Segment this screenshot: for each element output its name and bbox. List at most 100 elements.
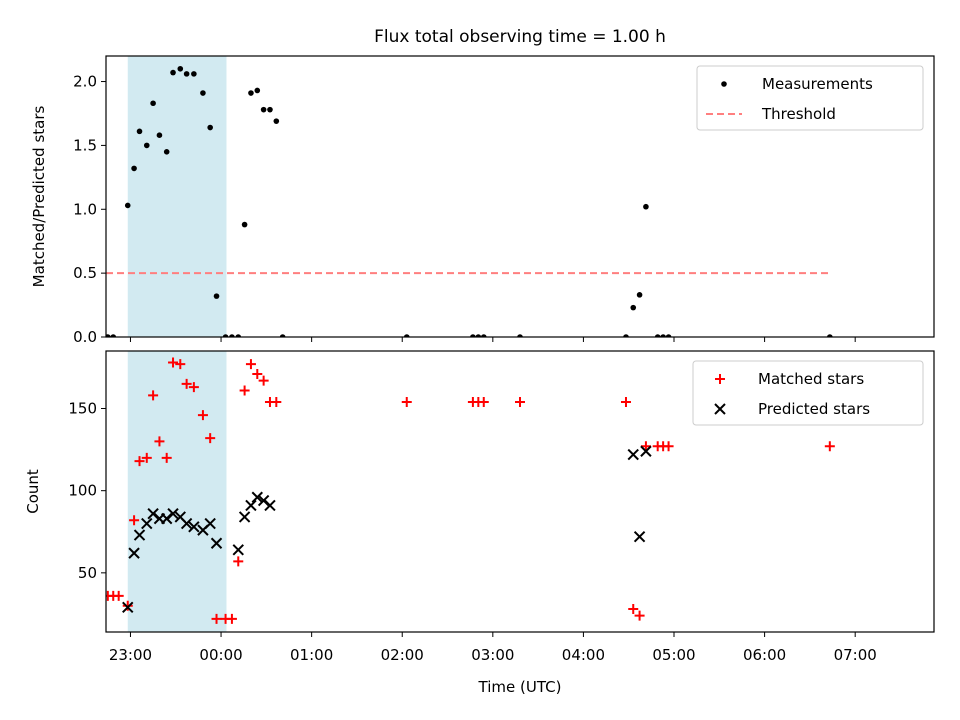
y-axis-label: Count bbox=[24, 469, 42, 514]
measurement-point bbox=[170, 69, 176, 76]
x-tick-label: 05:00 bbox=[652, 646, 695, 664]
predicted-star-point bbox=[122, 601, 134, 614]
y-tick-label: 0.0 bbox=[73, 328, 97, 346]
measurement-point bbox=[143, 142, 150, 149]
matched-star-point bbox=[233, 556, 244, 567]
legend-dot-swatch bbox=[721, 81, 727, 87]
matched-star-point bbox=[113, 590, 124, 601]
x-tick-label: 00:00 bbox=[199, 646, 242, 664]
measurement-point bbox=[110, 334, 117, 337]
measurement-point bbox=[150, 100, 156, 107]
chart-title: Flux total observing time = 1.00 h bbox=[374, 27, 666, 47]
measurement-point bbox=[222, 334, 229, 337]
matched-star-point bbox=[401, 396, 412, 407]
measurement-point bbox=[229, 334, 235, 337]
matched-star-point bbox=[515, 396, 525, 407]
measurement-point bbox=[267, 106, 273, 113]
measurement-point bbox=[177, 65, 184, 72]
predicted-star-point bbox=[167, 507, 179, 520]
legend: Matched stars Predicted stars bbox=[692, 360, 924, 426]
predicted-star-point bbox=[238, 511, 251, 523]
x-tick-label: 04:00 bbox=[562, 646, 605, 664]
matched-star-point bbox=[122, 600, 133, 611]
measurement-point bbox=[643, 203, 649, 210]
measurement-point bbox=[191, 71, 197, 77]
matched-star-point bbox=[197, 410, 208, 421]
predicted-star-point bbox=[264, 499, 276, 512]
matched-star-point bbox=[148, 390, 159, 401]
legend-box bbox=[696, 65, 924, 131]
matched-star-point bbox=[620, 396, 631, 407]
panel-frame bbox=[105, 350, 935, 633]
count-panel: 23:00 00:00 01:00 02:00 03:00 04:00 05:00 06:00… bbox=[24, 350, 935, 664]
measurement-point bbox=[248, 90, 254, 96]
panel-frame bbox=[105, 55, 935, 338]
y-tick-label: 50 bbox=[78, 564, 97, 582]
measurement-point bbox=[241, 221, 248, 228]
measurement-point bbox=[630, 304, 637, 311]
matched-star-point bbox=[663, 441, 674, 452]
legend-label: Matched stars bbox=[758, 370, 864, 388]
matched-star-point bbox=[188, 382, 199, 393]
matched-star-point bbox=[129, 515, 140, 526]
matched-star-point bbox=[824, 441, 835, 452]
matched-star-point bbox=[154, 436, 165, 447]
matched-star-point bbox=[226, 613, 237, 624]
x-axis-label: Time (UTC) bbox=[478, 678, 562, 696]
matched-star-point bbox=[271, 396, 282, 407]
legend: Measurements Threshold bbox=[696, 65, 924, 131]
matched-star-point bbox=[239, 385, 250, 396]
matched-star-point bbox=[258, 375, 269, 386]
measurement-point bbox=[827, 334, 833, 337]
matched-star-point bbox=[640, 441, 651, 452]
matched-star-point bbox=[134, 456, 145, 467]
measurement-point bbox=[403, 334, 410, 337]
ratio-panel: 0.0 0.5 1.0 1.5 2.0 Matched/Predicted stars Me… bbox=[30, 55, 935, 346]
predicted-star-point bbox=[245, 499, 257, 512]
measurement-point bbox=[470, 334, 476, 337]
measurement-point bbox=[260, 106, 267, 113]
predicted-star-point bbox=[232, 544, 244, 556]
matched-star-point bbox=[211, 613, 222, 624]
x-tick-label: 03:00 bbox=[471, 646, 514, 664]
x-tick-label: 07:00 bbox=[834, 646, 877, 664]
legend-label: Predicted stars bbox=[758, 400, 870, 418]
y-axis-label: Matched/Predicted stars bbox=[30, 106, 48, 288]
shaded-interval bbox=[127, 56, 227, 337]
shaded-interval bbox=[127, 351, 227, 632]
measurement-point bbox=[279, 334, 286, 337]
measurement-point bbox=[517, 334, 523, 337]
matched-star-point bbox=[478, 396, 489, 407]
predicted-star-point bbox=[180, 517, 193, 530]
matched-star-point bbox=[161, 452, 172, 463]
measurement-point bbox=[163, 148, 170, 155]
measurement-point bbox=[136, 128, 143, 135]
matched-star-point bbox=[628, 603, 639, 614]
legend-x-swatch bbox=[714, 403, 726, 415]
matched-star-point bbox=[175, 359, 186, 370]
measurement-point bbox=[654, 334, 661, 337]
predicted-star-point bbox=[141, 517, 153, 530]
matched-star-point bbox=[252, 369, 263, 380]
y-tick-label: 2.0 bbox=[73, 73, 97, 91]
matched-star-point bbox=[245, 359, 256, 370]
predicted-star-point bbox=[627, 448, 639, 461]
matched-star-point bbox=[634, 610, 645, 621]
matched-star-point bbox=[181, 378, 192, 389]
predicted-star-point bbox=[251, 491, 263, 503]
y-tick-label: 1.0 bbox=[73, 200, 97, 218]
legend-label: Measurements bbox=[762, 75, 873, 93]
matched-star-point bbox=[141, 452, 152, 463]
measurement-point bbox=[273, 118, 280, 124]
predicted-star-point bbox=[210, 537, 223, 549]
measurement-point bbox=[636, 292, 643, 298]
predicted-star-point bbox=[133, 529, 146, 541]
measurement-point bbox=[235, 334, 242, 337]
measurement-point bbox=[475, 334, 482, 337]
plot-area bbox=[106, 357, 835, 624]
predicted-star-point bbox=[204, 517, 216, 530]
legend-label: Threshold bbox=[761, 105, 836, 123]
legend-plus-swatch bbox=[715, 374, 725, 384]
matched-star-point bbox=[168, 357, 179, 368]
